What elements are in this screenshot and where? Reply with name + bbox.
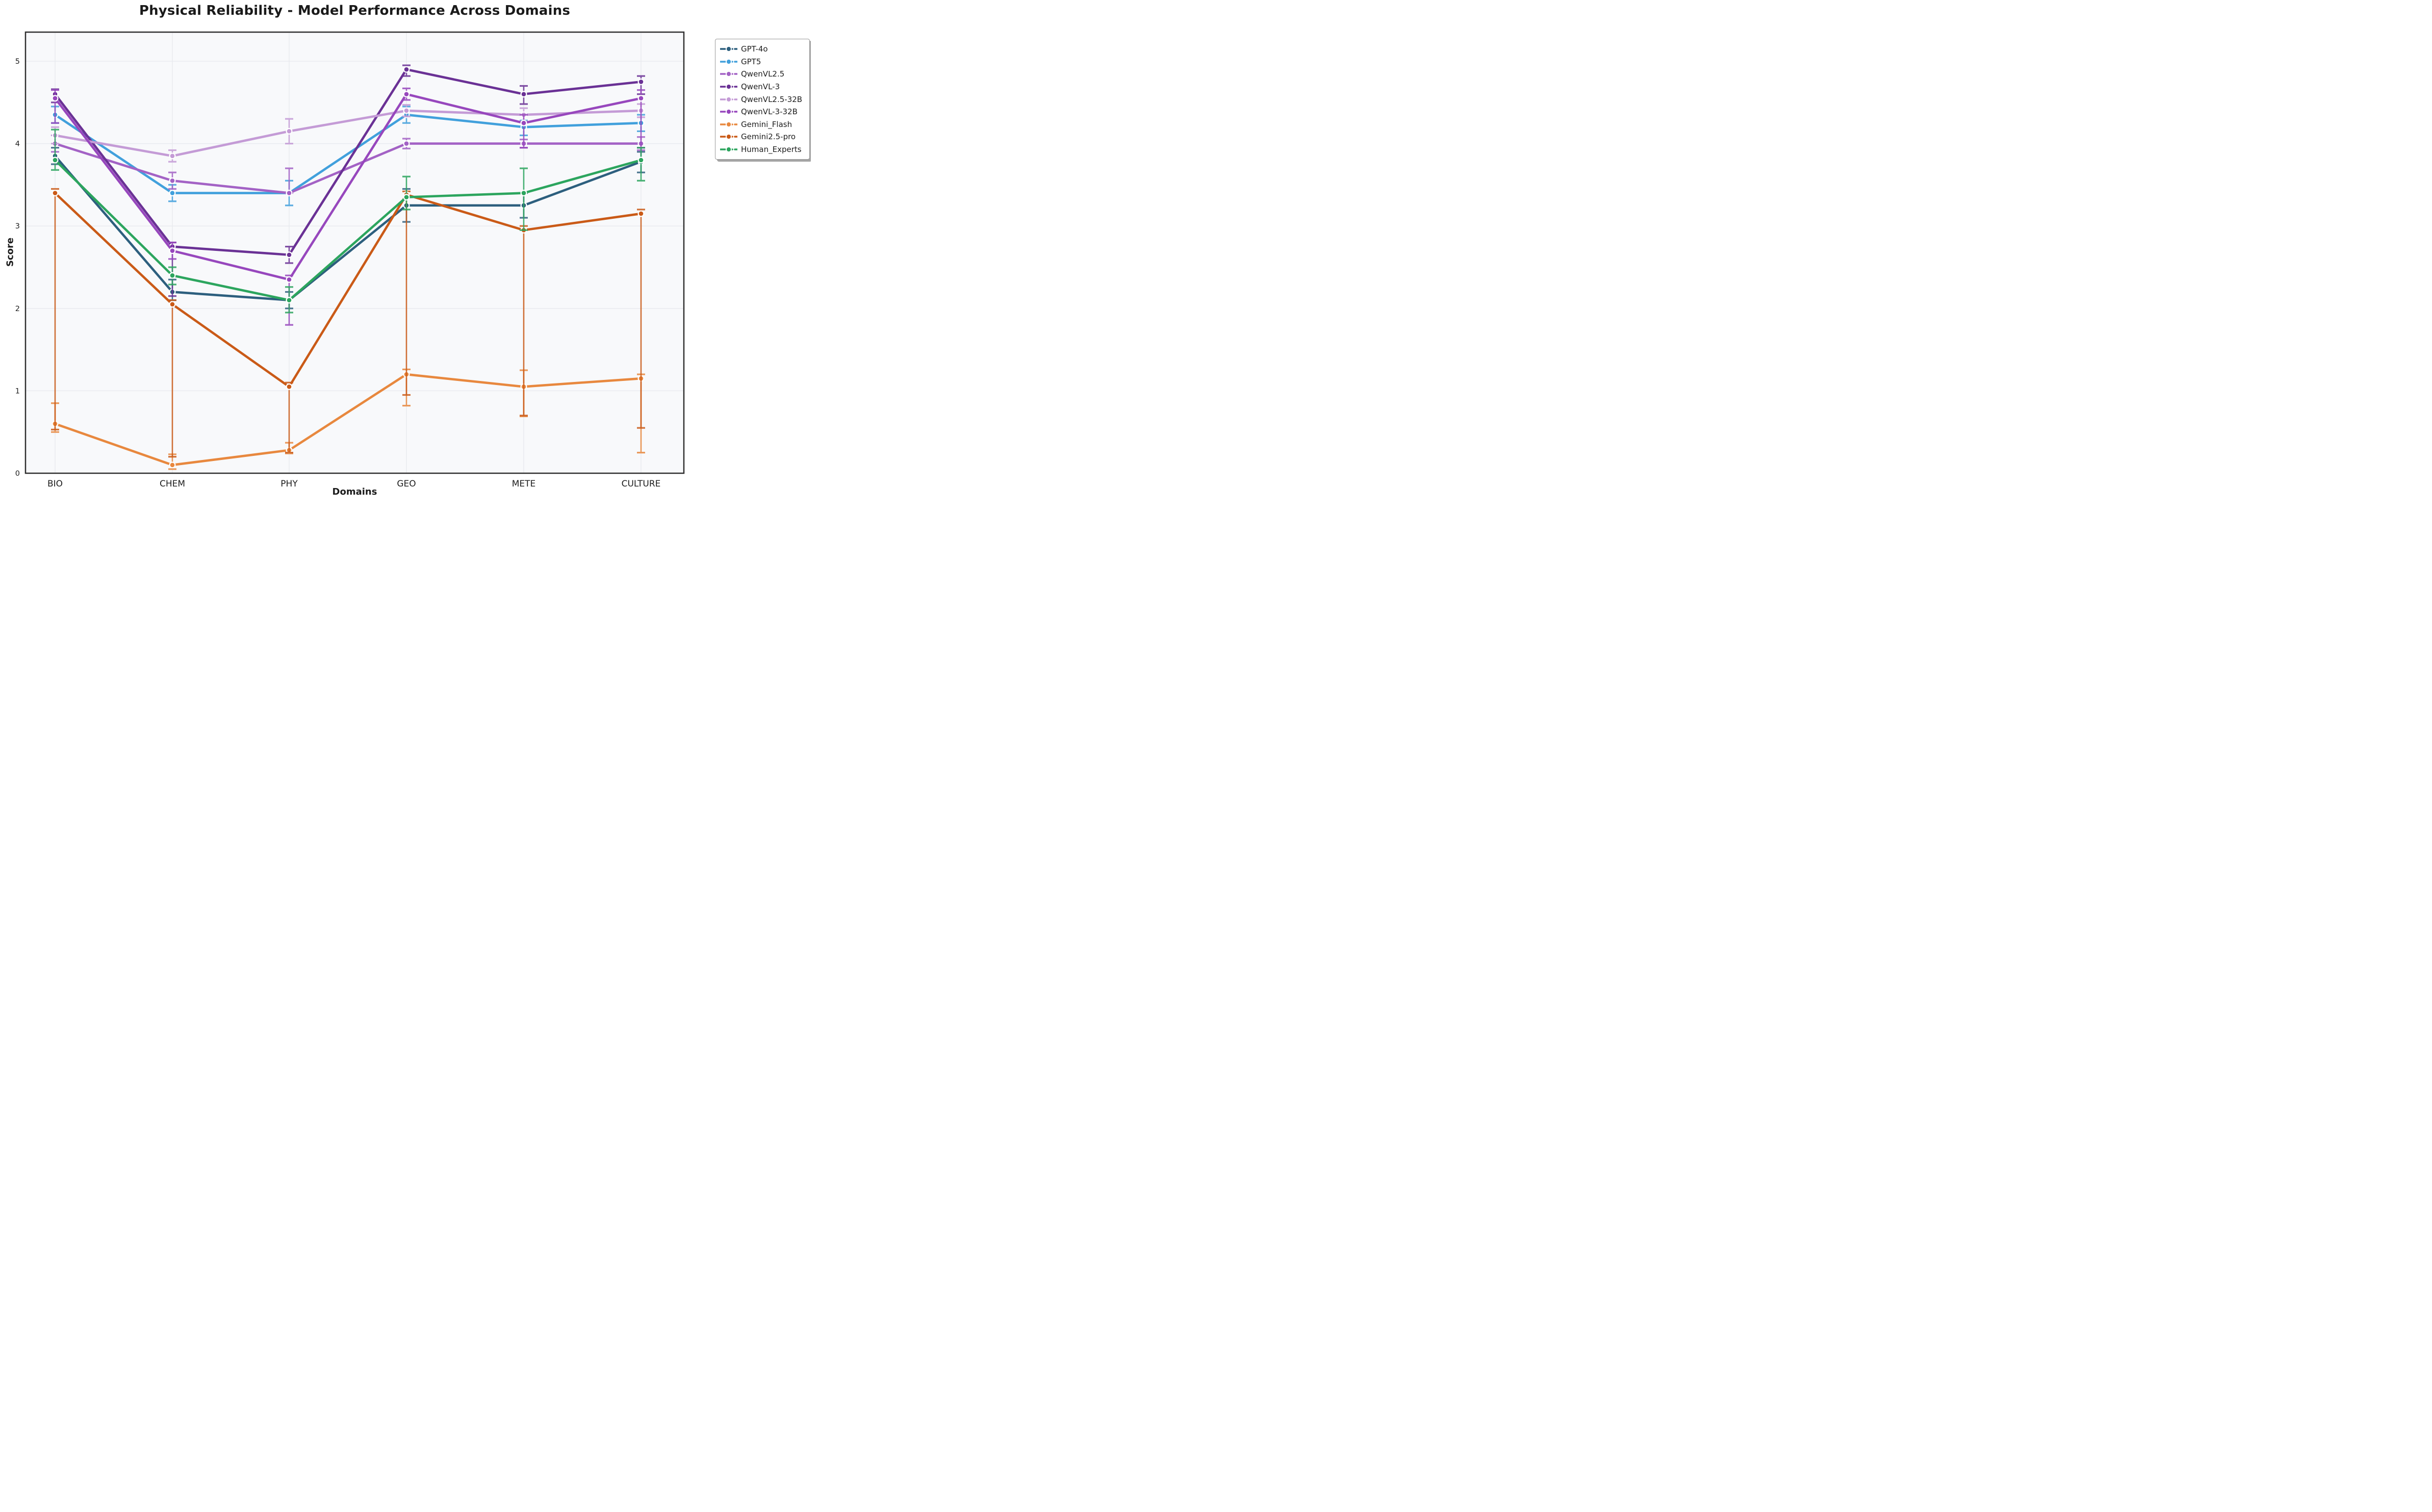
series-line — [54, 68, 643, 257]
data-point-marker[interactable] — [169, 247, 176, 254]
x-tick-labels: BIO CHEM PHY GEO METE CULTURE — [47, 479, 660, 489]
error-bar — [637, 147, 645, 182]
legend-marker-icon — [720, 109, 737, 115]
data-point-marker[interactable] — [286, 251, 293, 259]
legend-marker-icon — [720, 46, 737, 53]
legend-item-Human_Experts[interactable]: Human_Experts — [720, 143, 802, 156]
data-point-marker[interactable] — [169, 177, 176, 184]
data-point-marker[interactable] — [169, 301, 176, 308]
data-point-marker[interactable] — [286, 383, 293, 390]
legend-marker-icon — [720, 121, 737, 127]
legend-label: GPT5 — [741, 57, 761, 66]
data-point-marker[interactable] — [169, 190, 176, 197]
data-point-marker[interactable] — [403, 194, 410, 201]
series-line — [54, 113, 643, 194]
legend-item-QwenVL-3-32B[interactable]: QwenVL-3-32B — [720, 106, 802, 118]
data-point-marker[interactable] — [403, 66, 410, 73]
legend-marker-icon — [720, 84, 737, 90]
error-bar — [520, 167, 528, 231]
legend: GPT-4o GPT5 QwenVL2.5 QwenVL-3 QwenVL2.5-32B… — [715, 39, 810, 160]
data-point-marker[interactable] — [52, 95, 59, 102]
axes-spines — [24, 31, 685, 474]
chart-svg: 0 1 2 3 4 5 BIO CHEM PHY GEO METE CULTURE — [15, 31, 685, 489]
legend-item-QwenVL-3[interactable]: QwenVL-3 — [720, 81, 802, 93]
series-line — [54, 373, 643, 467]
data-point-marker[interactable] — [520, 119, 527, 126]
data-point-marker[interactable] — [520, 91, 527, 98]
data-point-marker[interactable] — [169, 152, 176, 160]
data-point-marker[interactable] — [637, 95, 645, 102]
legend-item-Gemini2.5-pro[interactable]: Gemini2.5-pro — [720, 131, 802, 143]
y-tick-label: 3 — [15, 222, 20, 230]
data-point-marker[interactable] — [520, 190, 527, 197]
chart-title: Physical Reliability - Model Performance… — [139, 3, 571, 18]
y-tick-label: 0 — [15, 470, 20, 478]
data-point-marker[interactable] — [286, 276, 293, 283]
data-point-marker[interactable] — [52, 157, 59, 164]
y-tick-label: 2 — [15, 305, 20, 313]
x-tick-label: CHEM — [160, 479, 185, 489]
series-line — [54, 109, 643, 158]
x-tick-label: BIO — [47, 479, 63, 489]
data-point-marker[interactable] — [52, 190, 59, 197]
legend-label: QwenVL2.5-32B — [741, 94, 803, 104]
legend-marker-icon — [720, 71, 737, 78]
legend-item-GPT5[interactable]: GPT5 — [720, 56, 802, 68]
legend-label: Gemini_Flash — [741, 119, 792, 129]
series-line — [54, 142, 643, 194]
legend-item-Gemini_Flash[interactable]: Gemini_Flash — [720, 118, 802, 131]
x-tick-label: PHY — [280, 479, 298, 489]
y-tick-label: 4 — [15, 140, 20, 148]
x-tick-label: METE — [512, 479, 536, 489]
x-tick-label: GEO — [397, 479, 416, 489]
legend-label: Human_Experts — [741, 145, 802, 155]
data-point-marker[interactable] — [637, 210, 645, 217]
data-point-marker[interactable] — [403, 91, 410, 98]
y-axis-label: Score — [5, 237, 16, 267]
legend-marker-icon — [720, 96, 737, 102]
error-bar — [637, 209, 645, 429]
legend-label: GPT-4o — [741, 44, 768, 54]
legend-item-QwenVL2.5-32B[interactable]: QwenVL2.5-32B — [720, 93, 802, 106]
figure: Physical Reliability - Model Performance… — [0, 0, 811, 504]
plot-area — [25, 32, 684, 473]
legend-label: Gemini2.5-pro — [741, 132, 796, 142]
legend-label: QwenVL-3-32B — [741, 107, 798, 117]
error-bar — [402, 175, 411, 211]
x-tick-label: CULTURE — [622, 479, 661, 489]
series-line — [54, 93, 643, 281]
legend-label: QwenVL-3 — [741, 82, 780, 92]
y-tick-label: 5 — [15, 58, 20, 66]
series-line — [54, 155, 643, 301]
data-point-marker[interactable] — [169, 272, 176, 279]
legend-label: QwenVL2.5 — [741, 69, 785, 79]
data-point-marker[interactable] — [286, 127, 293, 135]
y-tick-labels: 0 1 2 3 4 5 — [15, 58, 20, 478]
error-bar — [51, 188, 59, 430]
legend-item-GPT-4o[interactable]: GPT-4o — [720, 43, 802, 56]
data-point-marker[interactable] — [169, 462, 176, 469]
legend-marker-icon — [720, 58, 737, 65]
data-point-marker[interactable] — [286, 190, 293, 197]
data-point-marker[interactable] — [286, 297, 293, 304]
data-point-marker[interactable] — [637, 78, 645, 85]
y-tick-label: 1 — [15, 387, 20, 395]
series-line — [54, 192, 643, 388]
data-point-marker[interactable] — [403, 107, 410, 114]
legend-marker-icon — [720, 146, 737, 152]
data-point-marker[interactable] — [637, 157, 645, 164]
series-line — [54, 159, 643, 301]
x-axis-label: Domains — [332, 486, 377, 497]
legend-item-QwenVL2.5[interactable]: QwenVL2.5 — [720, 68, 802, 81]
series-Human_Experts — [51, 129, 645, 314]
legend-marker-icon — [720, 134, 737, 140]
series-QwenVL-3-32B — [51, 87, 645, 326]
data-point-marker[interactable] — [403, 140, 410, 147]
